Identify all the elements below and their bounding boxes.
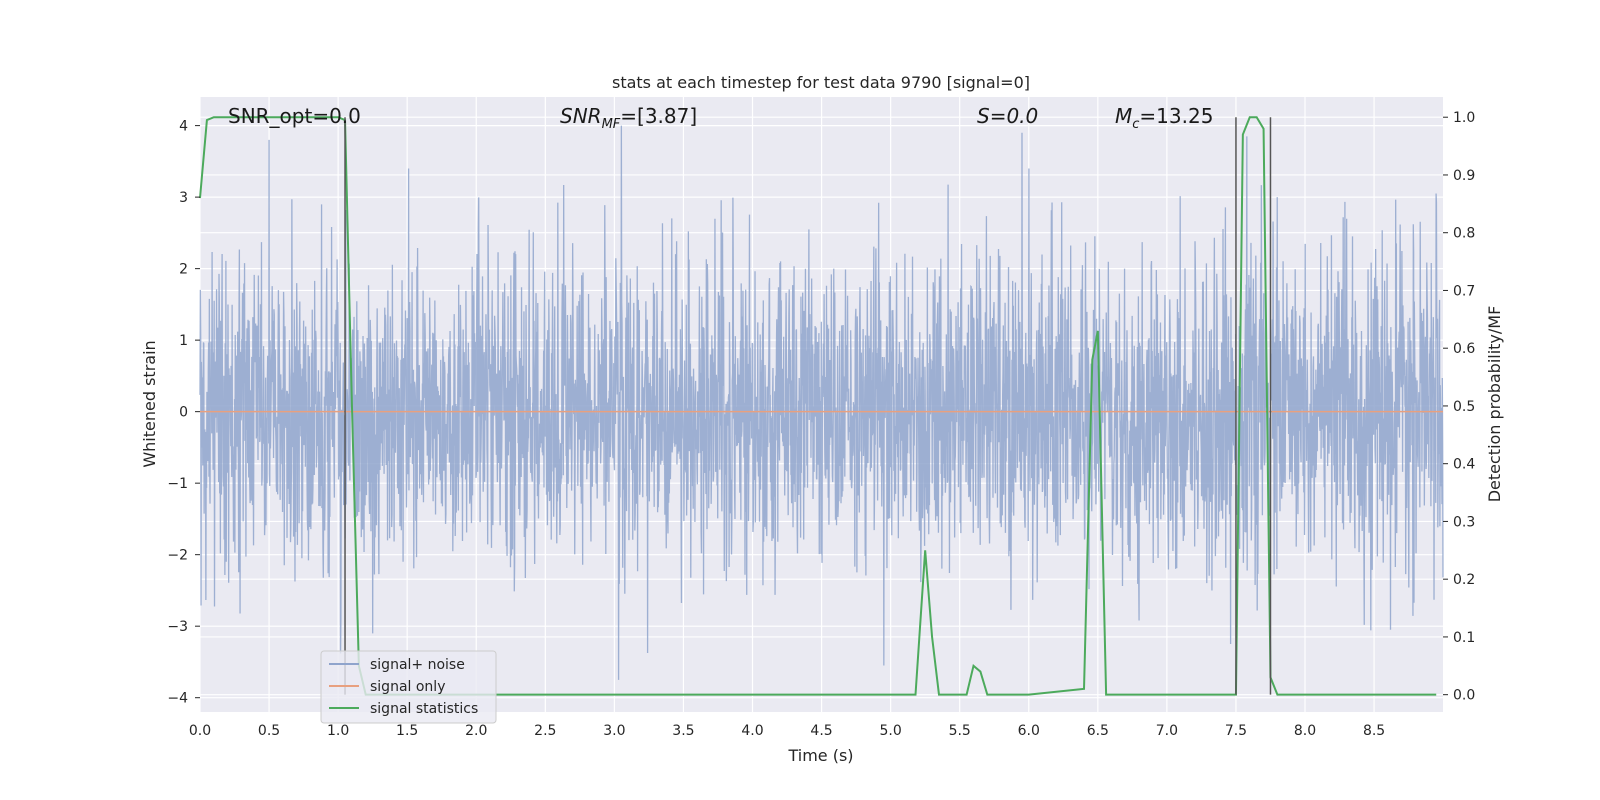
signal-statistics-series	[199, 116, 1437, 696]
chart-title: stats at each timestep for test data 979…	[612, 73, 1030, 92]
legend: signal+ noise signal only signal statist…	[320, 650, 497, 724]
legend-label-signal-statistics: signal statistics	[370, 701, 478, 717]
y-tick-label: 4	[179, 119, 188, 135]
x-tick-label: 5.5	[949, 723, 971, 739]
y2-tick-label: 0.4	[1453, 457, 1475, 473]
y-tick-label: −2	[167, 548, 188, 564]
y-tick-label: −4	[167, 691, 188, 707]
y-tick-label: 0	[179, 405, 188, 421]
y2-tick-label: 0.0	[1453, 688, 1475, 704]
x-tick-label: 1.5	[396, 723, 418, 739]
y2-tick-label: 0.2	[1453, 572, 1475, 588]
x-tick-label: 5.0	[879, 723, 901, 739]
annotation-mc-main: M	[1115, 104, 1132, 128]
y-tick-label: 3	[179, 190, 188, 206]
annotation-mc-value: =13.25	[1139, 104, 1213, 128]
x-tick-label: 7.0	[1156, 723, 1178, 739]
legend-box	[320, 650, 497, 724]
x-tick-label: 0.0	[189, 723, 211, 739]
x-tick-label: 1.0	[327, 723, 349, 739]
annotation-mc-sub: c	[1132, 117, 1139, 132]
x-tick-label: 4.5	[810, 723, 832, 739]
legend-label-signal-noise: signal+ noise	[370, 657, 465, 673]
x-tick-label: 2.0	[465, 723, 487, 739]
x-axis-title: Time (s)	[787, 746, 853, 765]
y2-axis-ticks: 1.0 0.9 0.8 0.7 0.6 0.5 0.4 0.3 0.2 0.1 0.0	[1443, 110, 1475, 704]
x-tick-label: 3.0	[603, 723, 625, 739]
annotation-snr-mf-main: SNR	[560, 104, 602, 128]
y-tick-label: −1	[167, 476, 188, 492]
annotation-s: S=0.0	[977, 104, 1038, 128]
x-tick-label: 2.5	[534, 723, 556, 739]
annotation-snr-opt: SNR_opt=0.0	[228, 104, 361, 128]
annotation-mc: Mc=13.25	[1115, 104, 1213, 132]
y-tick-label: 1	[179, 333, 188, 349]
x-axis-ticks: 0.0 0.5 1.0 1.5 2.0 2.5 3.0 3.5 4.0 4.5 5.0 5.5 6.0 6…	[189, 723, 1385, 739]
y2-tick-label: 0.3	[1453, 514, 1475, 530]
x-tick-label: 6.5	[1087, 723, 1109, 739]
y2-tick-label: 0.9	[1453, 168, 1475, 184]
signal-statistics-line	[199, 116, 1437, 696]
y2-tick-label: 0.7	[1453, 283, 1475, 299]
vertical-markers	[344, 117, 1272, 695]
y2-tick-label: 0.6	[1453, 341, 1475, 357]
x-tick-label: 7.5	[1225, 723, 1247, 739]
y-tick-label: 2	[179, 262, 188, 278]
x-tick-label: 4.0	[741, 723, 763, 739]
x-tick-label: 0.5	[258, 723, 280, 739]
y-axis-title: Whitened strain	[140, 340, 159, 467]
annotation-snr-mf-sub: MF	[602, 117, 621, 132]
y2-tick-label: 0.5	[1453, 399, 1475, 415]
y2-tick-label: 0.8	[1453, 226, 1475, 242]
x-tick-label: 3.5	[672, 723, 694, 739]
y2-axis-title: Detection probability/MF	[1485, 306, 1504, 503]
x-tick-label: 8.5	[1363, 723, 1385, 739]
annotation-snr-mf-value: =[3.87]	[620, 104, 697, 128]
x-tick-label: 6.0	[1018, 723, 1040, 739]
y-axis-ticks: 4 3 2 1 0 −1 −2 −3 −4	[167, 119, 200, 707]
y2-tick-label: 0.1	[1453, 630, 1475, 646]
y2-tick-label: 1.0	[1453, 110, 1475, 126]
legend-label-signal-only: signal only	[370, 679, 445, 695]
x-tick-label: 8.0	[1294, 723, 1316, 739]
y-tick-label: −3	[167, 619, 188, 635]
annotation-snr-mf: SNRMF=[3.87]	[560, 104, 697, 132]
